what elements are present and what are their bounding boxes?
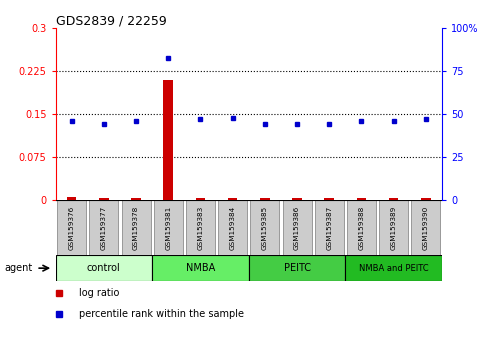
Text: GSM159389: GSM159389 [391, 205, 397, 250]
Text: NMBA: NMBA [186, 263, 215, 273]
Bar [292, 198, 302, 200]
Bar [57, 200, 86, 255]
Bar [260, 198, 270, 200]
Text: NMBA and PEITC: NMBA and PEITC [359, 264, 428, 273]
Bar [315, 200, 344, 255]
Bar [163, 80, 173, 200]
Bar [186, 200, 215, 255]
Bar [218, 200, 247, 255]
Text: PEITC: PEITC [284, 263, 311, 273]
Bar [131, 198, 141, 200]
Bar [250, 200, 279, 255]
Bar [412, 200, 440, 255]
Bar [196, 198, 205, 200]
Bar [283, 200, 312, 255]
Bar [421, 198, 431, 200]
Bar [122, 200, 151, 255]
Bar [356, 198, 366, 200]
Bar [99, 198, 109, 200]
Bar [154, 200, 183, 255]
Bar [67, 197, 76, 200]
Text: control: control [87, 263, 121, 273]
Text: GSM159377: GSM159377 [101, 205, 107, 250]
Text: GSM159386: GSM159386 [294, 205, 300, 250]
Bar [379, 200, 408, 255]
Text: GSM159378: GSM159378 [133, 205, 139, 250]
Text: percentile rank within the sample: percentile rank within the sample [79, 309, 244, 319]
Text: GSM159390: GSM159390 [423, 205, 429, 250]
Bar [389, 198, 398, 200]
Text: GSM159383: GSM159383 [198, 205, 203, 250]
Text: GSM159376: GSM159376 [69, 205, 75, 250]
Text: GSM159385: GSM159385 [262, 205, 268, 250]
Text: GSM159387: GSM159387 [326, 205, 332, 250]
Text: GSM159384: GSM159384 [229, 205, 236, 250]
Bar [249, 255, 345, 281]
Text: GSM159388: GSM159388 [358, 205, 365, 250]
Text: GSM159381: GSM159381 [165, 205, 171, 250]
Text: log ratio: log ratio [79, 288, 119, 298]
Bar [347, 200, 376, 255]
Bar [228, 198, 238, 200]
Bar [325, 198, 334, 200]
Bar [152, 255, 249, 281]
Text: agent: agent [5, 263, 33, 273]
Bar [345, 255, 442, 281]
Bar [56, 255, 152, 281]
Text: GDS2839 / 22259: GDS2839 / 22259 [56, 14, 166, 27]
Bar [89, 200, 118, 255]
